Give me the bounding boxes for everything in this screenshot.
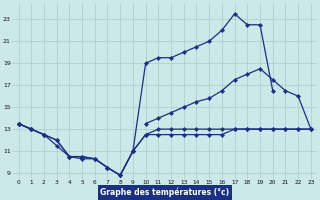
X-axis label: Graphe des températures (°c): Graphe des températures (°c) — [100, 188, 229, 197]
